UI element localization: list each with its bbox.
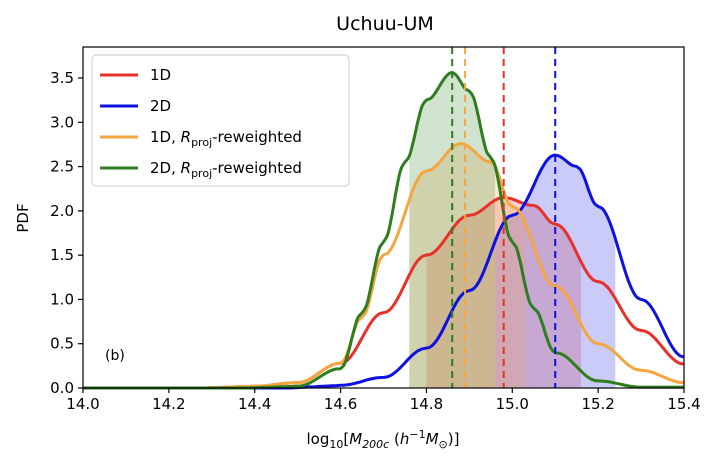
legend-box [91, 54, 350, 187]
x-tick-label: 14.8 [410, 395, 443, 413]
y-tick-label: 0.0 [50, 379, 74, 397]
y-axis-ticks: 0.0 0.5 1.0 1.5 2.0 2.5 3.0 3.5 [50, 69, 83, 397]
interval-fill-1d-rproj-reweighted [409, 143, 526, 388]
interval-fills [409, 72, 616, 388]
x-tick-label: 14.4 [238, 395, 271, 413]
panel-annotation: (b) [105, 348, 125, 364]
y-axis-label: PDF [14, 203, 32, 232]
x-tick-label: 14.6 [324, 395, 357, 413]
legend-label-2d: 2D [150, 97, 171, 115]
legend: 1D 2D 1D, Rproj-reweighted 2D, Rproj-reweig… [91, 54, 350, 187]
legend-label-1d: 1D [150, 66, 171, 84]
y-tick-label: 3.0 [50, 113, 74, 131]
chart-title: Uchuu-UM [336, 13, 434, 35]
x-axis-label: log10[M200c (h−1M⊙)] [307, 428, 460, 451]
x-tick-label: 14.0 [66, 395, 99, 413]
x-tick-label: 15.0 [496, 395, 529, 413]
peak-markers [451, 47, 557, 388]
legend-label-1d-rproj-reweighted: 1D, Rproj-reweighted [150, 128, 302, 149]
y-tick-label: 2.5 [50, 158, 74, 176]
y-tick-label: 1.0 [50, 290, 74, 308]
y-tick-label: 2.0 [50, 202, 74, 220]
x-tick-label: 15.2 [581, 395, 614, 413]
y-tick-label: 0.5 [50, 335, 74, 353]
x-tick-label: 15.4 [667, 395, 700, 413]
y-tick-label: 3.5 [50, 69, 74, 87]
plot-frame [82, 46, 685, 389]
y-tick-label: 1.5 [50, 246, 74, 264]
legend-label-2d-rproj-reweighted: 2D, Rproj-reweighted [150, 159, 302, 180]
x-axis-ticks: 14.0 14.2 14.4 14.6 14.8 15.0 15.2 15.4 [66, 388, 701, 413]
x-tick-label: 14.2 [152, 395, 185, 413]
